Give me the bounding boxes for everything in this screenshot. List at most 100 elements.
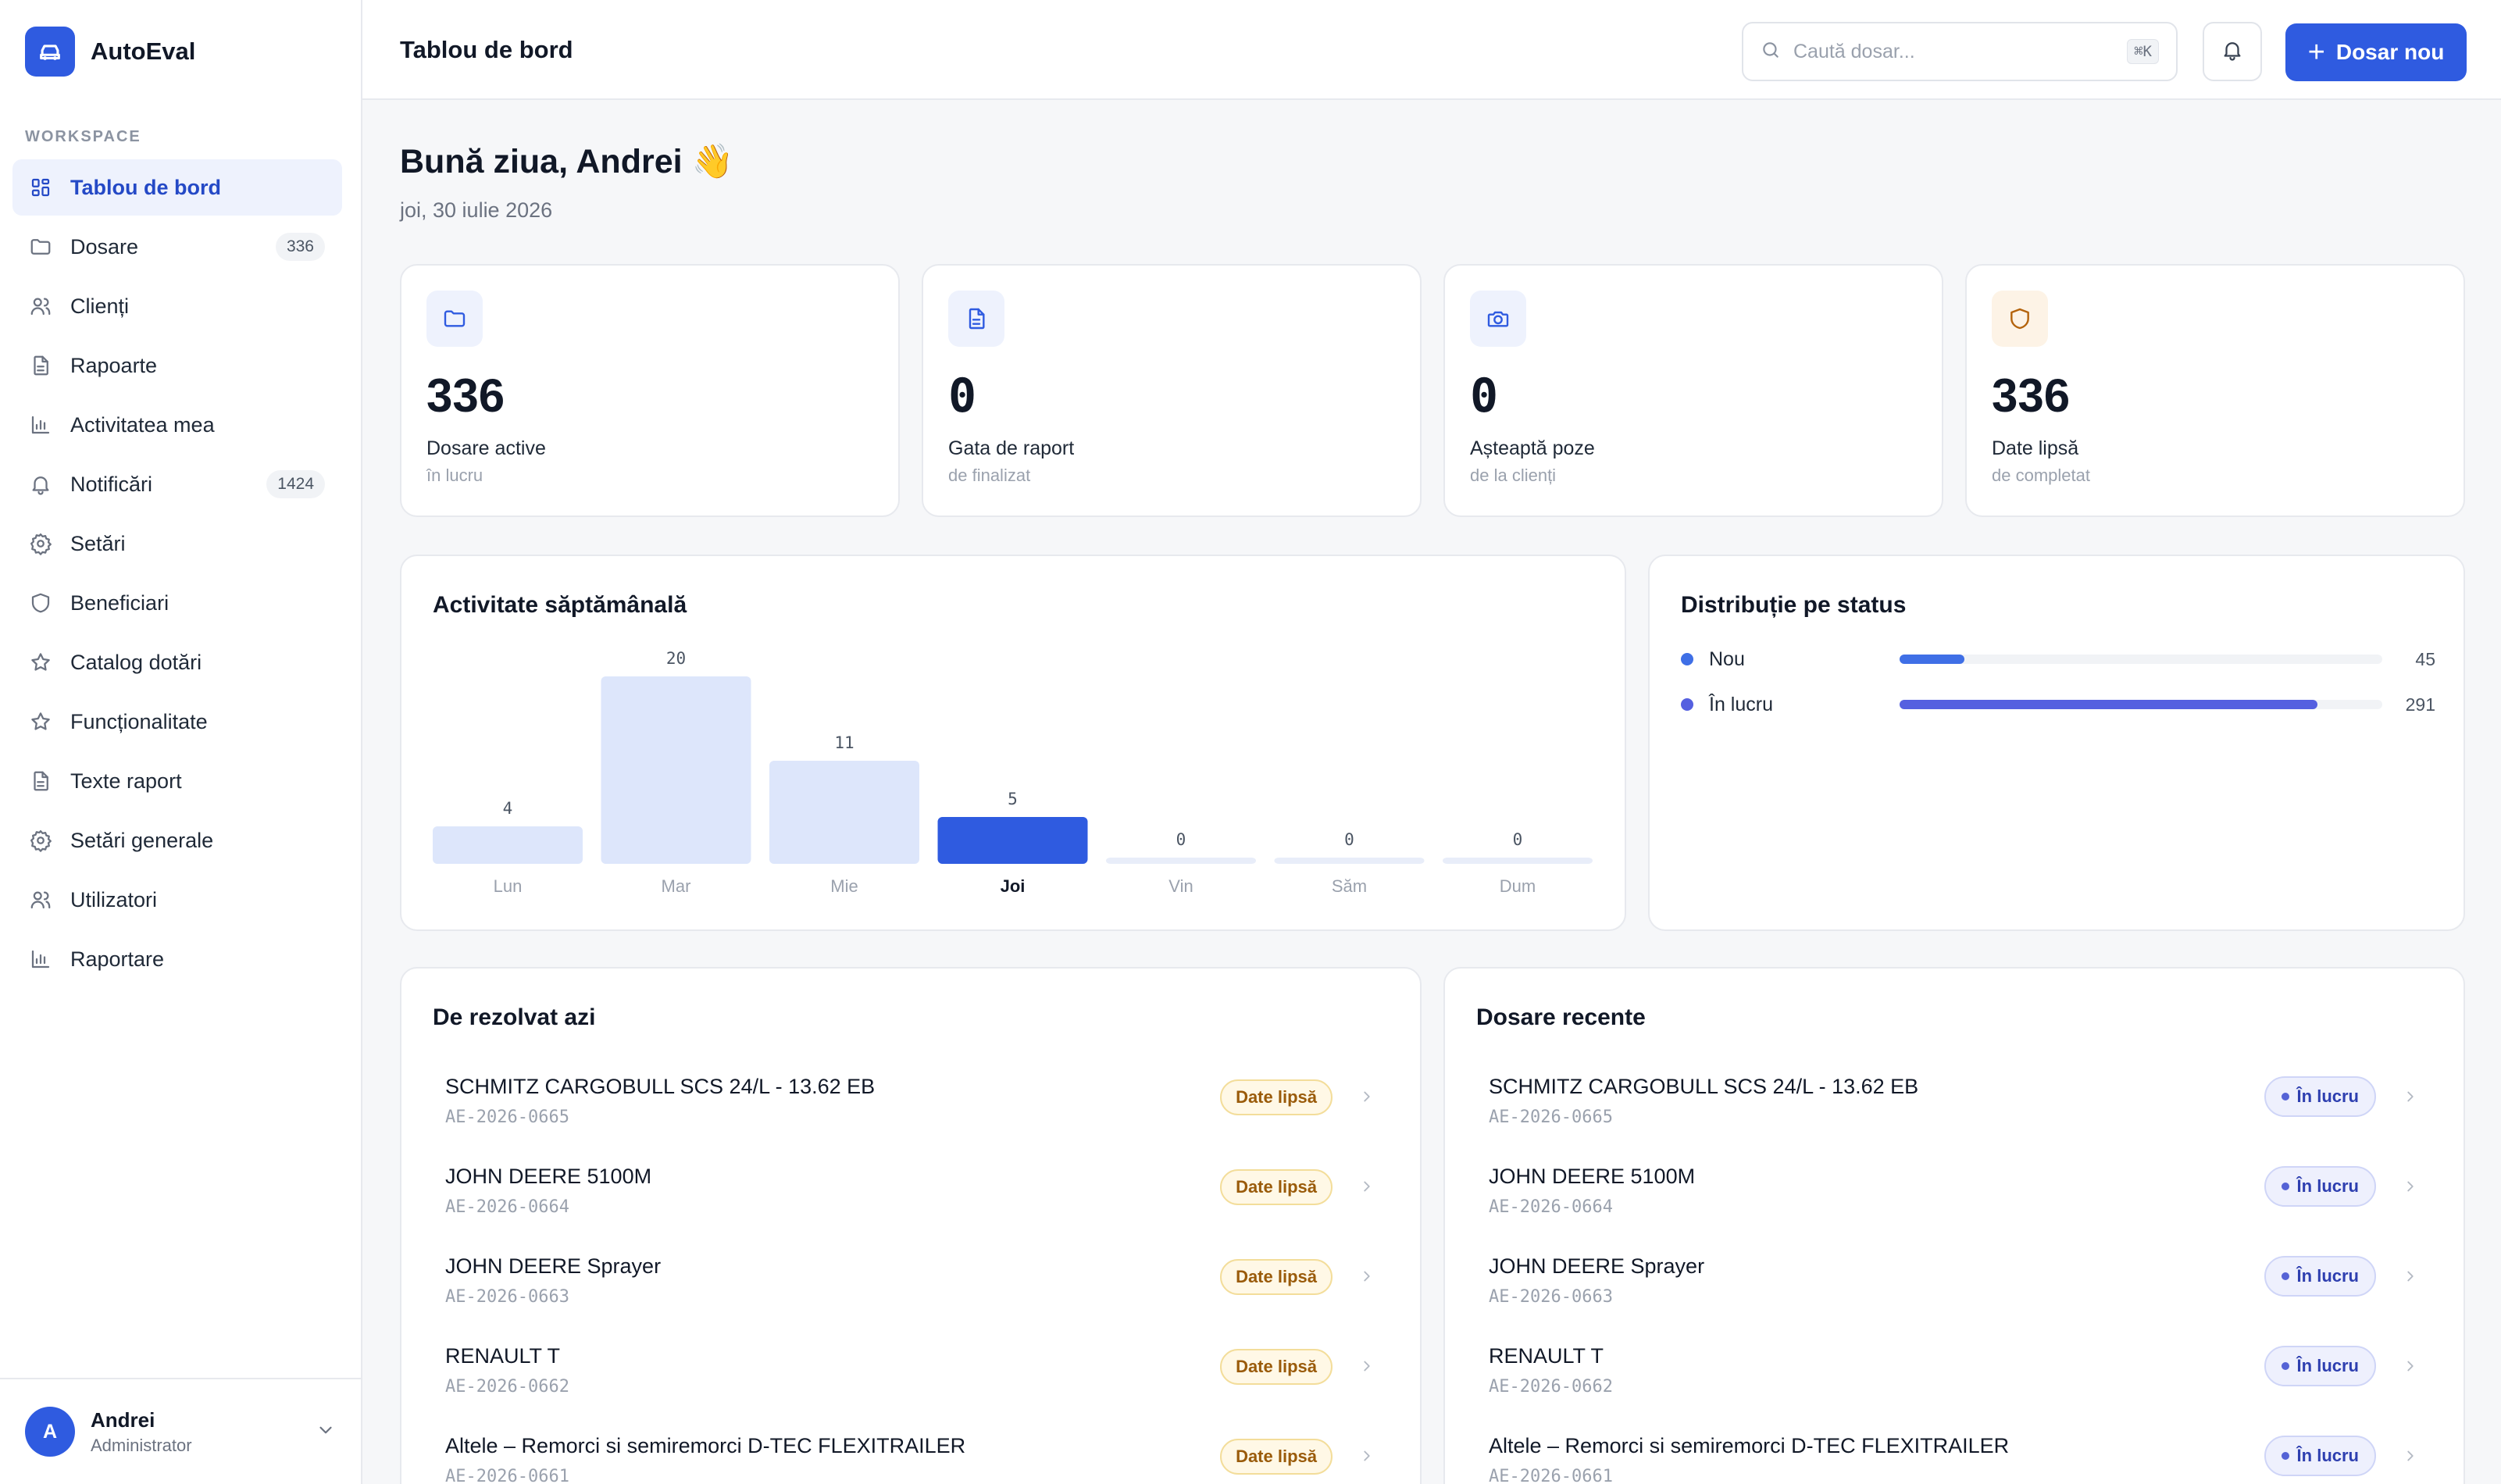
bar-Vin[interactable]	[1106, 858, 1256, 864]
list-item[interactable]: Altele – Remorci si semiremorci D-TEC FL…	[445, 1423, 1376, 1484]
status-badge: Date lipsă	[1220, 1169, 1333, 1205]
list-item[interactable]: SCHMITZ CARGOBULL SCS 24/L - 13.62 EB AE-…	[445, 1064, 1376, 1139]
stat-label: Dosare active	[426, 437, 546, 459]
plus-icon: +	[2307, 36, 2325, 69]
stat-label: Date lipsă	[1992, 437, 2079, 459]
bar-Dum[interactable]	[1443, 858, 1593, 864]
sidebar-item-label: Utilizatori	[70, 887, 158, 911]
file-title: Altele – Remorci si semiremorci D-TEC FL…	[445, 1434, 966, 1457]
sidebar-item-0[interactable]: Tablou de bord	[12, 159, 342, 216]
bar-Mie[interactable]	[769, 761, 919, 864]
list-item[interactable]: JOHN DEERE 5100M AE-2026-0664 Date lipsă	[445, 1154, 1376, 1229]
stat-sublabel: de la clienți	[1470, 466, 1557, 485]
sidebar-item-2[interactable]: Clienți	[12, 278, 342, 334]
sidebar-item-3[interactable]: Rapoarte	[12, 337, 342, 394]
folder-icon	[28, 234, 53, 259]
bar-value-label: 11	[834, 733, 854, 752]
chevron-right-icon	[2401, 1267, 2420, 1286]
sidebar-item-label: Activitatea mea	[70, 412, 215, 437]
sidebar-item-6[interactable]: Setări	[12, 515, 342, 572]
list-item[interactable]: JOHN DEERE Sprayer AE-2026-0663 Date lipsă	[445, 1243, 1376, 1318]
status-badge-label: În lucru	[2296, 1266, 2359, 1286]
top-bar: Tablou de bord ⌘K + Dosar nou	[362, 0, 2501, 100]
chevron-right-icon	[1358, 1447, 1376, 1465]
new-file-button[interactable]: + Dosar nou	[2285, 23, 2467, 81]
new-file-label: Dosar nou	[2335, 40, 2445, 64]
greeting: Bună ziua, Andrei 👋	[400, 143, 734, 180]
todo-today-title: De rezolvat azi	[433, 1004, 596, 1030]
camera-icon	[1470, 291, 1526, 347]
status-dot	[2281, 1272, 2289, 1280]
stat-label: Așteaptă poze	[1470, 437, 1595, 459]
status-badge-label: În lucru	[2296, 1086, 2359, 1106]
status-count: 45	[2415, 648, 2435, 669]
bar-Mar[interactable]	[601, 676, 751, 864]
list-item[interactable]: RENAULT T AE-2026-0662 Date lipsă	[445, 1333, 1376, 1408]
gear-icon	[28, 828, 53, 853]
status-badge: În lucru	[2264, 1346, 2376, 1386]
status-name: În lucru	[1709, 693, 1773, 715]
file-code: AE-2026-0661	[445, 1467, 569, 1484]
sidebar-item-4[interactable]: Activitatea mea	[12, 397, 342, 453]
file-code: AE-2026-0663	[445, 1287, 569, 1307]
sidebar-item-1[interactable]: Dosare 336	[12, 219, 342, 275]
day-label: Mie	[830, 876, 858, 896]
section-label: WORKSPACE	[25, 128, 141, 145]
sidebar-item-5[interactable]: Notificări 1424	[12, 456, 342, 512]
sidebar-item-label: Beneficiari	[70, 590, 169, 615]
bar-value-label: 0	[1513, 830, 1523, 849]
user-name: Andrei	[91, 1407, 155, 1432]
status-row: Nou 45	[1681, 644, 2435, 675]
sidebar-item-8[interactable]: Catalog dotări	[12, 634, 342, 690]
dashboard-icon	[28, 175, 53, 200]
stat-value: 0	[1470, 369, 1499, 423]
stat-card[interactable]: 0 Așteaptă poze de la clienți	[1443, 264, 1943, 517]
stat-card[interactable]: 336 Date lipsă de completat	[1965, 264, 2465, 517]
list-item[interactable]: JOHN DEERE Sprayer AE-2026-0663 În lucru	[1489, 1243, 2420, 1318]
status-badge: În lucru	[2264, 1256, 2376, 1297]
file-code: AE-2026-0663	[1489, 1287, 1613, 1307]
status-progress-fill	[1900, 655, 1964, 664]
sidebar-item-13[interactable]: Raportare	[12, 931, 342, 987]
sidebar-item-12[interactable]: Utilizatori	[12, 872, 342, 928]
list-item[interactable]: SCHMITZ CARGOBULL SCS 24/L - 13.62 EB AE-…	[1489, 1064, 2420, 1139]
user-menu[interactable]: A Andrei Administrator	[0, 1378, 361, 1484]
page-title: Tablou de bord	[400, 36, 573, 63]
list-item[interactable]: JOHN DEERE 5100M AE-2026-0664 În lucru	[1489, 1154, 2420, 1229]
chevron-down-icon[interactable]	[316, 1420, 336, 1444]
bar-Joi[interactable]	[937, 817, 1088, 864]
stat-card[interactable]: 0 Gata de raport de finalizat	[922, 264, 1422, 517]
day-label: Dum	[1500, 876, 1536, 896]
file-code: AE-2026-0664	[1489, 1197, 1613, 1217]
sidebar-item-9[interactable]: Funcționalitate	[12, 694, 342, 750]
file-title: RENAULT T	[1489, 1344, 1604, 1368]
file-title: JOHN DEERE 5100M	[445, 1165, 652, 1188]
file-title: JOHN DEERE Sprayer	[445, 1254, 662, 1278]
bar-Săm[interactable]	[1274, 858, 1425, 864]
status-badge: Date lipsă	[1220, 1439, 1333, 1475]
sidebar-item-10[interactable]: Texte raport	[12, 753, 342, 809]
list-item[interactable]: Altele – Remorci si semiremorci D-TEC FL…	[1489, 1423, 2420, 1484]
file-title: JOHN DEERE Sprayer	[1489, 1254, 1705, 1278]
day-label: Vin	[1168, 876, 1193, 896]
stat-card[interactable]: 336 Dosare active în lucru	[400, 264, 900, 517]
notifications-button[interactable]	[2203, 22, 2262, 81]
sidebar-item-7[interactable]: Beneficiari	[12, 575, 342, 631]
recent-files-card: Dosare recente SCHMITZ CARGOBULL SCS 24/…	[1443, 967, 2465, 1484]
weekly-activity-title: Activitate săptămânală	[433, 592, 687, 618]
sidebar-item-11[interactable]: Setări generale	[12, 812, 342, 869]
search-box[interactable]: ⌘K	[1742, 22, 2178, 81]
search-input[interactable]	[1793, 40, 2128, 63]
sidebar: AutoEval WORKSPACE Tablou de bord Dosare 3…	[0, 0, 362, 1484]
bar-Lun[interactable]	[433, 826, 583, 864]
status-badge: În lucru	[2264, 1076, 2376, 1117]
recent-files-title: Dosare recente	[1476, 1004, 1646, 1030]
status-badge: Date lipsă	[1220, 1079, 1333, 1115]
status-badge-label: În lucru	[2296, 1176, 2359, 1196]
list-item[interactable]: RENAULT T AE-2026-0662 În lucru	[1489, 1333, 2420, 1408]
status-badge-label: În lucru	[2296, 1356, 2359, 1375]
file-title: RENAULT T	[445, 1344, 561, 1368]
brand[interactable]: AutoEval	[25, 27, 195, 77]
shield-icon	[1992, 291, 2048, 347]
file-title: Altele – Remorci si semiremorci D-TEC FL…	[1489, 1434, 2010, 1457]
